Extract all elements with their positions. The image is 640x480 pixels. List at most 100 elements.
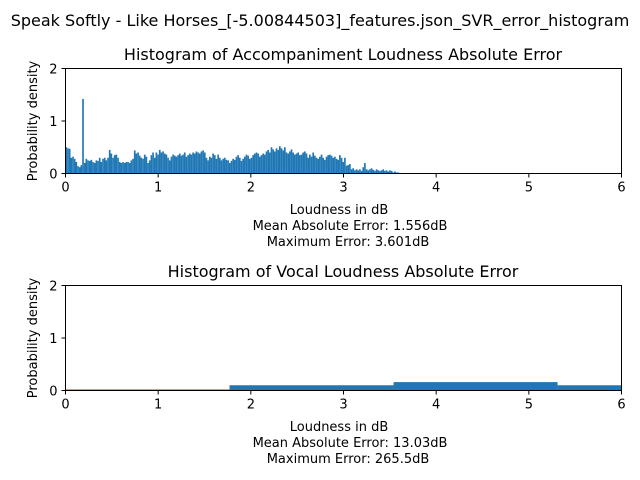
- histogram-bar: [247, 155, 249, 174]
- histogram-bar: [158, 149, 161, 174]
- histogram-bar: [65, 389, 230, 391]
- histogram-bar: [345, 165, 348, 174]
- histogram-bar: [87, 160, 89, 174]
- y-tick-label: 2: [49, 280, 57, 295]
- histogram-bar: [332, 157, 335, 174]
- histogram-bar: [168, 160, 171, 174]
- histogram-bar: [217, 154, 219, 174]
- histogram-bar: [170, 156, 173, 174]
- vocal-x-ticks: 0 1 2 3 4 5 6: [61, 390, 626, 413]
- histogram-bar: [317, 158, 320, 174]
- histogram-bar: [165, 154, 168, 174]
- histogram-bar: [347, 165, 350, 174]
- x-tick-label: 3: [339, 398, 347, 413]
- histogram-bar: [557, 385, 622, 391]
- histogram-bar: [203, 152, 206, 174]
- histogram-bar: [307, 157, 310, 174]
- histogram-bar: [207, 160, 209, 174]
- histogram-bar: [75, 161, 78, 174]
- histogram-bar: [225, 159, 228, 174]
- histogram-bar: [290, 149, 293, 174]
- histogram-bar: [260, 155, 263, 174]
- histogram-bar: [232, 158, 234, 174]
- histogram-bar: [349, 164, 351, 174]
- histogram-bar: [272, 149, 274, 174]
- histogram-bar: [167, 157, 169, 174]
- histogram-bar: [95, 160, 98, 174]
- histogram-bar: [359, 169, 361, 174]
- histogram-bar: [117, 157, 119, 174]
- histogram-bar: [172, 154, 174, 174]
- histogram-bar: [92, 161, 94, 174]
- histogram-bar: [334, 156, 336, 174]
- histogram-bar: [319, 156, 321, 174]
- histogram-bar: [320, 154, 323, 174]
- histogram-bar: [215, 158, 218, 174]
- histogram-bar: [274, 151, 276, 174]
- histogram-bar: [377, 170, 380, 174]
- histogram-bar: [355, 169, 358, 174]
- vocal-title: Histogram of Vocal Loudness Absolute Err…: [168, 262, 519, 281]
- histogram-bar: [304, 151, 306, 174]
- histogram-bar: [262, 153, 264, 174]
- histogram-bar: [297, 152, 300, 174]
- histogram-bar: [362, 167, 365, 174]
- histogram-bar: [200, 151, 203, 174]
- histogram-bar: [299, 155, 301, 174]
- histogram-bar: [132, 158, 134, 174]
- histogram-bar: [135, 153, 138, 174]
- histogram-bar: [397, 172, 400, 174]
- accompaniment-histogram: Histogram of Accompaniment Loudness Abso…: [26, 45, 626, 250]
- x-tick-label: 2: [247, 398, 255, 413]
- histogram-bar: [284, 147, 286, 174]
- histogram-bar: [372, 169, 375, 174]
- y-tick-label: 0: [49, 385, 57, 400]
- histogram-bar: [183, 152, 186, 174]
- vocal-ylabel: Probability density: [26, 277, 41, 398]
- y-tick-label: 1: [49, 115, 57, 130]
- histogram-bar: [67, 148, 69, 174]
- histogram-bar: [330, 155, 333, 174]
- histogram-bar: [280, 148, 283, 174]
- histogram-bar: [108, 149, 111, 174]
- histogram-bar: [198, 153, 201, 174]
- histogram-bar: [295, 153, 298, 174]
- histogram-bar: [385, 170, 388, 174]
- histogram-bar: [142, 158, 144, 174]
- histogram-bar: [367, 170, 370, 174]
- histogram-bar: [83, 163, 86, 174]
- histogram-bar: [253, 153, 256, 174]
- x-tick-label: 0: [61, 398, 69, 413]
- histogram-bar: [369, 169, 371, 174]
- accompaniment-x-ticks: 0 1 2 3 4 5 6: [61, 173, 626, 196]
- histogram-bar: [210, 157, 213, 174]
- histogram-bar: [230, 160, 233, 174]
- accompaniment-mean-error: Mean Absolute Error: 1.556dB: [253, 219, 448, 234]
- histogram-bar: [360, 170, 363, 174]
- histogram-bar: [178, 153, 181, 174]
- histogram-bar: [375, 169, 378, 174]
- histogram-bar: [155, 152, 158, 174]
- histogram-bar: [127, 161, 129, 174]
- histogram-bar: [382, 169, 385, 174]
- histogram-bar: [82, 98, 84, 174]
- histogram-bar: [267, 149, 269, 174]
- accompaniment-title: Histogram of Accompaniment Loudness Abso…: [124, 45, 563, 64]
- histogram-bar: [133, 150, 136, 174]
- x-tick-label: 4: [432, 398, 440, 413]
- histogram-bar: [173, 155, 176, 174]
- histogram-bar: [265, 151, 268, 174]
- histogram-bar: [238, 157, 241, 174]
- histogram-bar: [374, 170, 376, 174]
- histogram-bar: [285, 152, 288, 174]
- histogram-bar: [73, 158, 76, 174]
- histogram-bar: [100, 161, 103, 174]
- histogram-bar: [395, 172, 398, 174]
- histogram-bar: [390, 170, 393, 174]
- vocal-xlabel: Loudness in dB: [290, 420, 389, 435]
- histogram-bar: [177, 155, 179, 174]
- histogram-bar: [250, 157, 253, 174]
- histogram-bar: [277, 149, 280, 174]
- histogram-bar: [78, 167, 81, 174]
- histogram-bar: [339, 155, 341, 174]
